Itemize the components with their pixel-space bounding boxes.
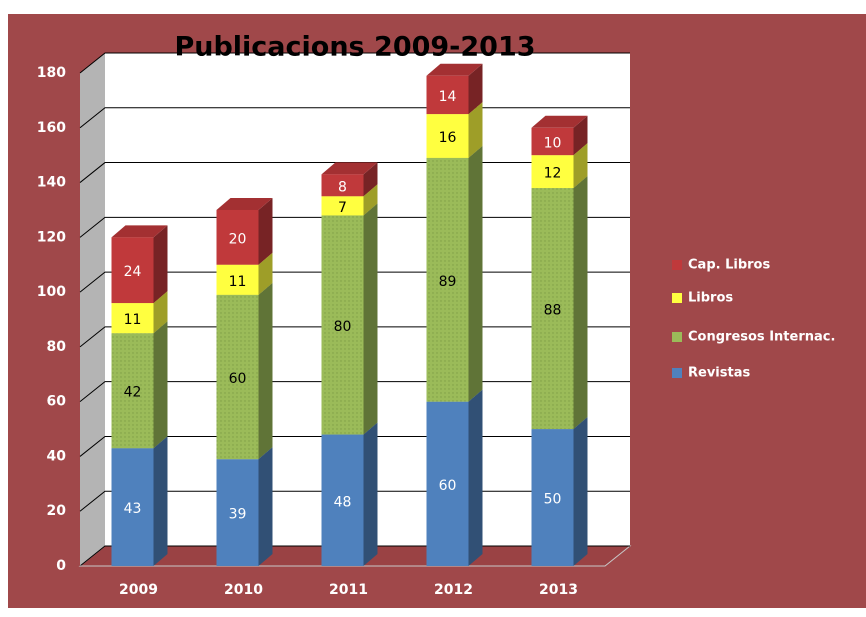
grid-line bbox=[79, 52, 630, 74]
data-label: 48 bbox=[334, 494, 352, 510]
bar-side bbox=[468, 389, 483, 566]
bar-top bbox=[321, 162, 378, 175]
bar-side bbox=[468, 145, 483, 402]
bar-side bbox=[363, 422, 378, 566]
bar bbox=[426, 75, 469, 115]
bar bbox=[531, 429, 574, 566]
bar-side bbox=[153, 436, 168, 566]
bar-side bbox=[363, 203, 378, 435]
bar bbox=[216, 459, 259, 566]
data-label: 42 bbox=[124, 385, 142, 401]
x-tick-label: 2012 bbox=[434, 582, 473, 598]
bar bbox=[111, 237, 154, 304]
legend-label: Cap. Libros bbox=[688, 258, 770, 273]
data-label: 60 bbox=[439, 478, 457, 494]
data-label: 50 bbox=[544, 492, 562, 508]
bar bbox=[216, 264, 259, 295]
x-tick-label: 2009 bbox=[119, 582, 158, 598]
bar-side bbox=[573, 115, 588, 156]
bar bbox=[111, 333, 154, 449]
bar-side bbox=[153, 321, 168, 449]
data-label: 39 bbox=[229, 507, 247, 523]
legend-swatch bbox=[672, 260, 682, 270]
side-wall bbox=[80, 53, 105, 566]
data-label: 24 bbox=[124, 264, 142, 280]
y-tick-label: 40 bbox=[47, 448, 67, 464]
legend-label: Libros bbox=[688, 291, 733, 306]
y-tick-label: 0 bbox=[56, 558, 66, 574]
data-label: 43 bbox=[124, 501, 142, 517]
legend-label: Congresos Internac. bbox=[688, 330, 835, 345]
bar bbox=[531, 155, 574, 189]
bar bbox=[321, 174, 364, 197]
chart-title: Publicacions 2009-2013 bbox=[174, 32, 535, 63]
bar bbox=[531, 127, 574, 156]
bar bbox=[321, 215, 364, 435]
legend-swatch bbox=[672, 332, 682, 342]
y-tick-label: 80 bbox=[47, 339, 67, 355]
bar-side bbox=[468, 102, 483, 158]
bar bbox=[531, 188, 574, 430]
bar bbox=[111, 303, 154, 334]
x-tick-label: 2013 bbox=[539, 582, 578, 598]
y-tick-label: 60 bbox=[47, 394, 67, 410]
bar-side bbox=[153, 291, 168, 334]
bar-side bbox=[573, 176, 588, 430]
bar-top bbox=[111, 225, 168, 238]
data-label: 60 bbox=[229, 371, 247, 387]
y-tick-label: 20 bbox=[47, 503, 67, 519]
data-label: 89 bbox=[439, 274, 457, 290]
bar-side bbox=[363, 162, 378, 197]
legend-label: Revistas bbox=[688, 366, 750, 381]
data-label: 80 bbox=[334, 319, 352, 335]
bar-side bbox=[258, 447, 273, 566]
data-label: 7 bbox=[338, 200, 347, 216]
x-tick-label: 2010 bbox=[224, 582, 263, 598]
bar-side bbox=[573, 417, 588, 566]
bar-side bbox=[258, 282, 273, 460]
y-tick-label: 180 bbox=[37, 65, 66, 81]
legend-swatch bbox=[672, 293, 682, 303]
bar-side bbox=[573, 143, 588, 189]
data-label: 8 bbox=[338, 179, 347, 195]
data-label: 14 bbox=[439, 89, 457, 105]
y-tick-label: 160 bbox=[37, 120, 66, 136]
data-label: 11 bbox=[229, 274, 247, 290]
bar bbox=[426, 114, 469, 158]
bar bbox=[321, 434, 364, 566]
bar-side bbox=[258, 197, 273, 265]
y-tick-label: 100 bbox=[37, 284, 66, 300]
bar bbox=[111, 448, 154, 566]
data-label: 88 bbox=[544, 303, 562, 319]
bar bbox=[426, 157, 469, 402]
bar bbox=[426, 401, 469, 566]
data-label: 10 bbox=[544, 135, 562, 151]
legend-swatch bbox=[672, 368, 682, 378]
bar-top bbox=[426, 63, 483, 76]
data-label: 16 bbox=[439, 130, 457, 146]
bar bbox=[216, 209, 259, 265]
bar-side bbox=[258, 252, 273, 295]
y-tick-label: 120 bbox=[37, 229, 66, 245]
bar bbox=[216, 294, 259, 460]
bar-top bbox=[531, 115, 588, 128]
bar-side bbox=[468, 63, 483, 115]
bar-side bbox=[153, 225, 168, 304]
bar bbox=[321, 196, 364, 216]
y-tick-label: 140 bbox=[37, 175, 66, 191]
data-label: 11 bbox=[124, 312, 142, 328]
x-tick-label: 2011 bbox=[329, 582, 368, 598]
bar-side bbox=[363, 184, 378, 216]
data-label: 12 bbox=[544, 166, 562, 182]
bar-top bbox=[216, 197, 273, 210]
data-label: 20 bbox=[229, 231, 247, 247]
